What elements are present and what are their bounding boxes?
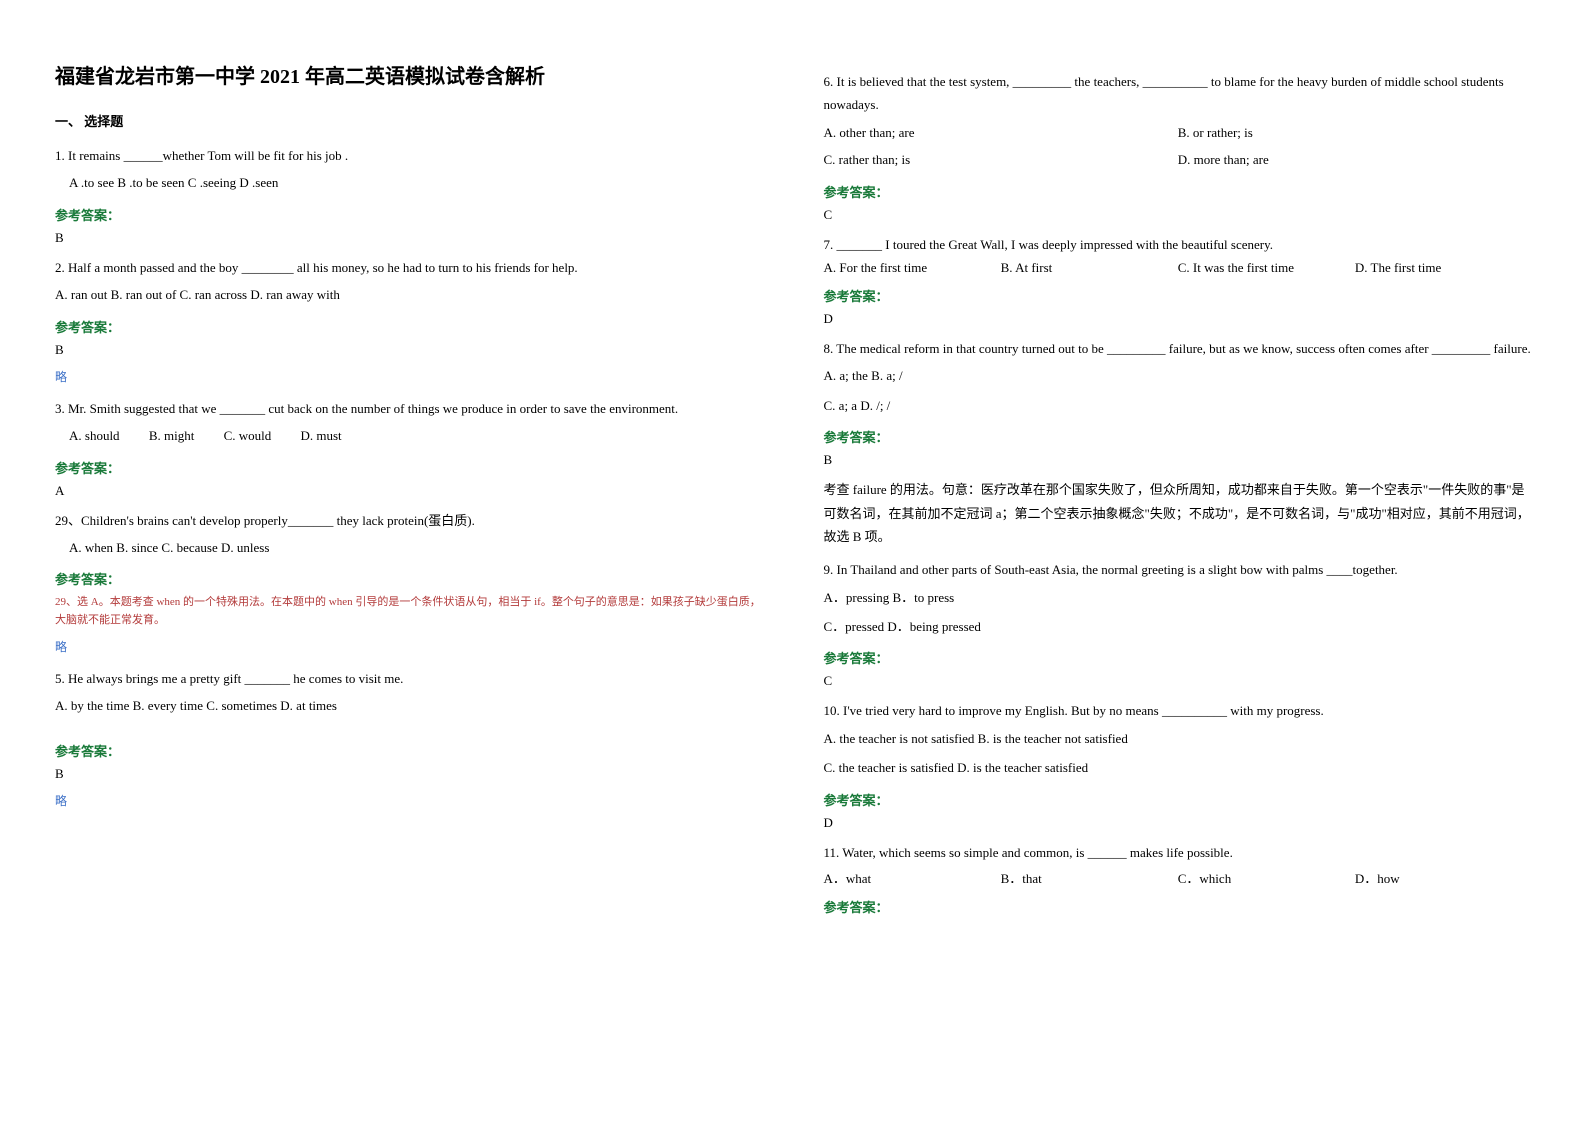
section-header: 一、 选择题 xyxy=(55,111,764,130)
answer-label: 参考答案： xyxy=(55,741,764,760)
q5-skip: 略 xyxy=(55,792,764,811)
q1-answer: B xyxy=(55,230,764,246)
q8-answer: B xyxy=(824,452,1533,468)
q7-answer: D xyxy=(824,311,1533,327)
q7-optB: B. At first xyxy=(1001,260,1178,276)
q7-optD: D. The first time xyxy=(1355,260,1532,276)
answer-label: 参考答案： xyxy=(824,427,1533,446)
q7-stem: 7. _______ I toured the Great Wall, I wa… xyxy=(824,233,1533,256)
q5-stem: 5. He always brings me a pretty gift ___… xyxy=(55,667,764,690)
q10-stem: 10. I've tried very hard to improve my E… xyxy=(824,699,1533,722)
q2-skip: 略 xyxy=(55,368,764,387)
q8-stem: 8. The medical reform in that country tu… xyxy=(824,337,1533,360)
q6-optA: A. other than; are xyxy=(824,121,1178,144)
q6-row2: C. rather than; is D. more than; are xyxy=(824,148,1533,171)
q10-answer: D xyxy=(824,815,1533,831)
q1-options: A .to see B .to be seen C .seeing D .see… xyxy=(55,171,764,194)
answer-label: 参考答案： xyxy=(55,569,764,588)
q11-stem: 11. Water, which seems so simple and com… xyxy=(824,841,1533,864)
q11-options: A．what B．that C．which D．how xyxy=(824,868,1533,887)
q3-stem: 3. Mr. Smith suggested that we _______ c… xyxy=(55,397,764,420)
q3-answer: A xyxy=(55,483,764,499)
q8-opts1: A. a; the B. a; / xyxy=(824,364,1533,387)
q3-optB: B. might xyxy=(149,428,195,443)
q10-opts1: A. the teacher is not satisfied B. is th… xyxy=(824,727,1533,750)
q6-optC: C. rather than; is xyxy=(824,148,1178,171)
q11-optA: A．what xyxy=(824,868,1001,887)
answer-label: 参考答案： xyxy=(55,205,764,224)
q4-options: A. when B. since C. because D. unless xyxy=(55,536,764,559)
q1-stem: 1. It remains ______whether Tom will be … xyxy=(55,144,764,167)
q4-stem: 29、Children's brains can't develop prope… xyxy=(55,509,764,532)
q9-opts1: A．pressing B．to press xyxy=(824,586,1533,609)
q3-optA: A. should xyxy=(69,428,120,443)
q3-optC: C. would xyxy=(224,428,272,443)
answer-label: 参考答案： xyxy=(824,897,1533,916)
q6-optD: D. more than; are xyxy=(1178,148,1532,171)
q10-opts2: C. the teacher is satisfied D. is the te… xyxy=(824,756,1533,779)
q4-note: 29、选 A。本题考查 when 的一个特殊用法。在本题中的 when 引导的是… xyxy=(55,594,764,629)
answer-label: 参考答案： xyxy=(55,317,764,336)
q9-stem: 9. In Thailand and other parts of South-… xyxy=(824,558,1533,581)
q7-optC: C. It was the first time xyxy=(1178,260,1355,276)
left-column: 福建省龙岩市第一中学 2021 年高二英语模拟试卷含解析 一、 选择题 1. I… xyxy=(0,0,794,1122)
q7-options: A. For the first time B. At first C. It … xyxy=(824,260,1533,276)
q11-optD: D．how xyxy=(1355,868,1532,887)
q7-optA: A. For the first time xyxy=(824,260,1001,276)
q6-stem: 6. It is believed that the test system, … xyxy=(824,70,1533,117)
q6-answer: C xyxy=(824,207,1533,223)
q11-optC: C．which xyxy=(1178,868,1355,887)
q3-optD: D. must xyxy=(301,428,342,443)
q2-answer: B xyxy=(55,342,764,358)
q11-optB: B．that xyxy=(1001,868,1178,887)
page-title: 福建省龙岩市第一中学 2021 年高二英语模拟试卷含解析 xyxy=(55,60,764,89)
q5-options: A. by the time B. every time C. sometime… xyxy=(55,694,764,717)
q5-answer: B xyxy=(55,766,764,782)
q6-optB: B. or rather; is xyxy=(1178,121,1532,144)
answer-label: 参考答案： xyxy=(824,286,1533,305)
answer-label: 参考答案： xyxy=(55,458,764,477)
right-column: 6. It is believed that the test system, … xyxy=(794,0,1587,1122)
q8-explain: 考查 failure 的用法。句意：医疗改革在那个国家失败了，但众所周知，成功都… xyxy=(824,478,1533,548)
answer-label: 参考答案： xyxy=(824,648,1533,667)
q4-skip: 略 xyxy=(55,638,764,657)
q9-answer: C xyxy=(824,673,1533,689)
q9-opts2: C．pressed D．being pressed xyxy=(824,615,1533,638)
answer-label: 参考答案： xyxy=(824,182,1533,201)
q3-options: A. should B. might C. would D. must xyxy=(55,424,764,447)
q2-options: A. ran out B. ran out of C. ran across D… xyxy=(55,283,764,306)
q6-row1: A. other than; are B. or rather; is xyxy=(824,121,1533,144)
q8-opts2: C. a; a D. /; / xyxy=(824,394,1533,417)
answer-label: 参考答案： xyxy=(824,790,1533,809)
q2-stem: 2. Half a month passed and the boy _____… xyxy=(55,256,764,279)
